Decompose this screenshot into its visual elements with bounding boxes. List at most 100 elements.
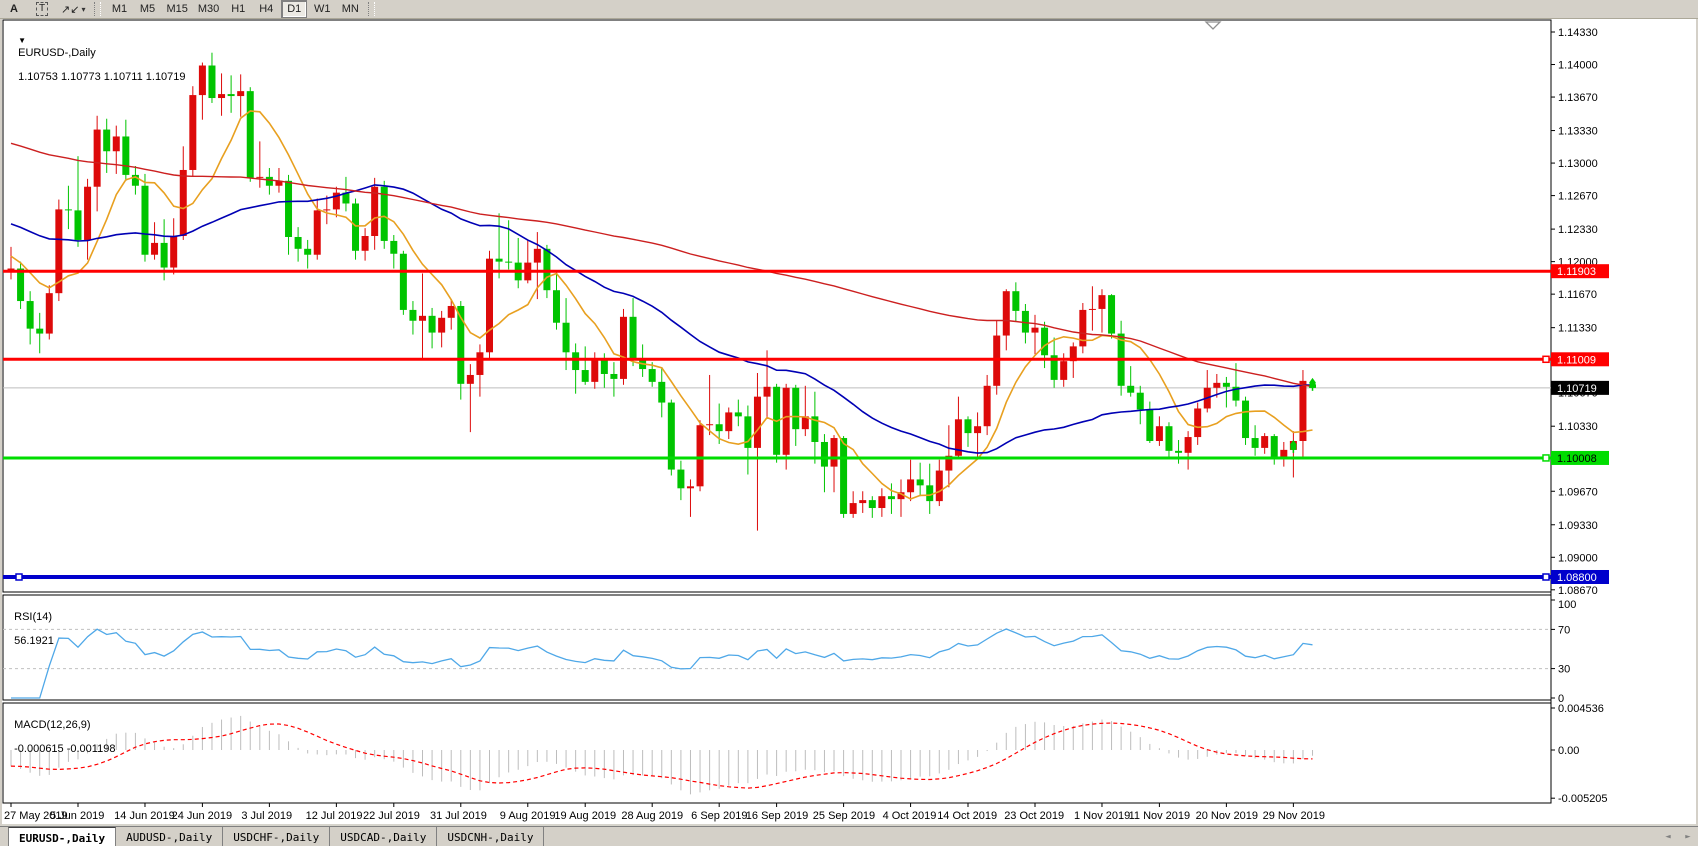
tabs-scroll-left-icon[interactable]: ◄: [1665, 831, 1671, 842]
timeframe-button-h1[interactable]: H1: [231, 3, 246, 15]
symbol-tab-audusd[interactable]: AUDUSD-,Daily: [116, 827, 224, 846]
svg-text:1.14000: 1.14000: [1558, 60, 1598, 72]
timeframe-button-d1[interactable]: D1: [281, 0, 308, 18]
symbol-tab-usdcad[interactable]: USDCAD-,Daily: [330, 827, 438, 846]
svg-text:6 Sep 2019: 6 Sep 2019: [691, 810, 747, 822]
timeframe-button-w1[interactable]: W1: [314, 3, 331, 15]
svg-text:25 Sep 2019: 25 Sep 2019: [813, 810, 875, 822]
svg-text:9 Aug 2019: 9 Aug 2019: [500, 810, 556, 822]
svg-text:1 Nov 2019: 1 Nov 2019: [1074, 810, 1130, 822]
svg-text:1.11330: 1.11330: [1558, 323, 1597, 335]
svg-text:24 Jun 2019: 24 Jun 2019: [172, 810, 233, 822]
svg-text:1.09330: 1.09330: [1558, 520, 1598, 532]
svg-text:22 Jul 2019: 22 Jul 2019: [363, 810, 420, 822]
svg-text:11 Nov 2019: 11 Nov 2019: [1129, 810, 1191, 822]
svg-text:30: 30: [1558, 664, 1570, 676]
hline-1.08800[interactable]: [3, 573, 1551, 581]
timeframe-button-m1[interactable]: M1: [111, 3, 128, 15]
svg-text:1.09000: 1.09000: [1558, 552, 1598, 564]
svg-text:0.00: 0.00: [1558, 745, 1579, 757]
arrow-objects-button[interactable]: ↗↙ ▾: [57, 0, 89, 18]
svg-text:0.004536: 0.004536: [1558, 703, 1604, 715]
svg-text:1.13000: 1.13000: [1558, 158, 1598, 170]
svg-text:1.12330: 1.12330: [1558, 224, 1598, 236]
macd-axis: 0.004536 0.00 -0.005205: [1551, 703, 1608, 805]
ohlc-values: 1.10753 1.10773 1.10711 1.10719: [18, 71, 186, 83]
rsi-label: RSI(14) 56.1921: [14, 611, 54, 647]
svg-text:1.11009: 1.11009: [1557, 354, 1596, 366]
svg-text:16 Sep 2019: 16 Sep 2019: [746, 810, 808, 822]
label-tool-button[interactable]: T: [29, 0, 55, 18]
macd-signal-line: [10, 722, 1313, 789]
text-tool-button[interactable]: A: [10, 3, 18, 15]
svg-text:1.10719: 1.10719: [1557, 383, 1597, 395]
collapse-icon[interactable]: ▼: [18, 36, 27, 45]
hline-1.11009[interactable]: [3, 355, 1551, 364]
buy-arrow-icon: [1289, 439, 1297, 453]
svg-text:1.11903: 1.11903: [1557, 266, 1596, 278]
timeframe-button-m30[interactable]: M30: [197, 3, 220, 15]
svg-text:1.13330: 1.13330: [1558, 126, 1598, 138]
svg-text:1.13670: 1.13670: [1558, 92, 1598, 104]
hline-1.10008[interactable]: [3, 454, 1551, 462]
rsi-line: [11, 628, 1313, 699]
timeframe-button-h4[interactable]: H4: [259, 3, 274, 15]
svg-text:19 Aug 2019: 19 Aug 2019: [554, 810, 616, 822]
svg-text:14 Jun 2019: 14 Jun 2019: [114, 810, 175, 822]
timeframe-button-m15[interactable]: M15: [166, 3, 188, 15]
svg-text:1.12670: 1.12670: [1558, 191, 1598, 203]
chart-title: ▼ EURUSD-,Daily 1.10753 1.10773 1.10711 …: [12, 23, 186, 83]
svg-text:0: 0: [1558, 693, 1564, 705]
medium-ma-line: [10, 184, 1313, 454]
svg-text:14 Oct 2019: 14 Oct 2019: [937, 810, 997, 822]
svg-text:12 Jul 2019: 12 Jul 2019: [306, 810, 363, 822]
text-label-icon: T: [35, 2, 49, 16]
svg-text:4 Oct 2019: 4 Oct 2019: [883, 810, 937, 822]
symbol-tabbar: EURUSD-,Daily AUDUSD-,Daily USDCHF-,Daily U…: [0, 826, 1698, 846]
chart-shift-marker-icon[interactable]: [1204, 21, 1222, 30]
svg-text:1.10008: 1.10008: [1557, 453, 1597, 465]
svg-text:1.10330: 1.10330: [1558, 421, 1598, 433]
symbol-tab-eurusd[interactable]: EURUSD-,Daily: [8, 827, 117, 846]
rsi-value: 56.1921: [14, 635, 54, 647]
timeframe-button-mn[interactable]: MN: [341, 3, 359, 15]
toolbar-grip: [368, 2, 376, 16]
svg-text:5 Jun 2019: 5 Jun 2019: [50, 810, 104, 822]
macd-values: -0.000615 -0.001198: [14, 743, 116, 755]
slow-ma-line: [10, 142, 1313, 388]
svg-text:1.14330: 1.14330: [1558, 27, 1598, 39]
svg-text:1.09670: 1.09670: [1558, 486, 1598, 498]
symbol-tab-usdcnh[interactable]: USDCNH-,Daily: [437, 827, 545, 846]
svg-text:70: 70: [1558, 624, 1570, 636]
symbol-tab-usdchf[interactable]: USDCHF-,Daily: [223, 827, 331, 846]
timeframe-button-m5[interactable]: M5: [139, 3, 156, 15]
svg-text:27 May 2019: 27 May 2019: [4, 810, 68, 822]
svg-text:23 Oct 2019: 23 Oct 2019: [1004, 810, 1064, 822]
svg-text:1.11670: 1.11670: [1558, 289, 1597, 301]
svg-text:28 Aug 2019: 28 Aug 2019: [621, 810, 683, 822]
symbol-period-label: EURUSD-,Daily: [18, 47, 96, 59]
pane-borders: [2, 19, 1696, 826]
toolbar-grip: [94, 2, 102, 16]
price-axis: 1.14330 1.14000 1.13670 1.13330 1.13000 1.126…: [1551, 27, 1609, 597]
svg-text:29 Nov 2019: 29 Nov 2019: [1263, 810, 1325, 822]
fast-ma-line: [10, 110, 1313, 500]
svg-text:3 Jul 2019: 3 Jul 2019: [241, 810, 292, 822]
buy-arrow-icon: [1309, 377, 1317, 391]
toolbar: A T ↗↙ ▾ M1 M5 M15 M30 H1 H4 D1 W1 MN: [0, 0, 1698, 19]
arrow-objects-icon: ↗↙: [61, 3, 80, 16]
svg-text:20 Nov 2019: 20 Nov 2019: [1196, 810, 1258, 822]
macd-histogram: [10, 715, 1314, 795]
chevron-down-icon: ▾: [81, 4, 86, 14]
svg-text:1.08670: 1.08670: [1558, 585, 1598, 597]
tabs-scroll-right-icon[interactable]: ►: [1685, 831, 1691, 842]
rsi-axis: 100 70 30 0: [1551, 599, 1576, 705]
macd-label: MACD(12,26,9) -0.000615 -0.001198: [14, 719, 116, 755]
svg-text:1.08800: 1.08800: [1557, 572, 1597, 584]
svg-text:31 Jul 2019: 31 Jul 2019: [430, 810, 487, 822]
svg-text:-0.005205: -0.005205: [1558, 793, 1608, 805]
svg-text:100: 100: [1558, 599, 1576, 611]
